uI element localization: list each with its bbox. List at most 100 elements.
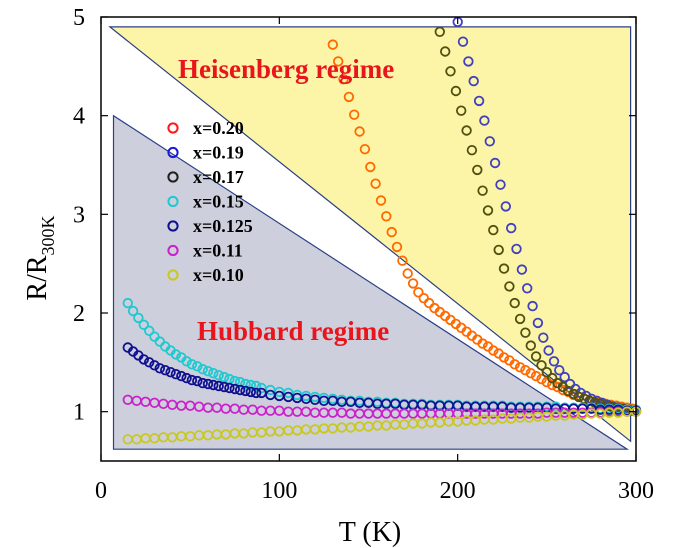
legend-label: x=0.10 [193,265,244,285]
data-point [154,363,166,374]
data-point [536,360,547,371]
data-point [149,360,160,371]
ticks: 0 100 200 300 1 2 3 4 5 [73,5,654,504]
series-layer [122,16,642,445]
data-point [213,380,224,392]
data-point [202,378,214,390]
legend: x=0.20 x=0.19 x=0.17 x=0.15 x=0.125 x=0.11 x=0… [167,118,253,285]
data-point [514,362,526,373]
data-point [536,373,547,385]
data-point [554,365,565,376]
data-point [548,356,560,367]
data-point [463,56,474,67]
data-point [538,332,549,343]
data-point [250,387,262,399]
data-point [208,379,219,391]
data-point [418,293,430,304]
data-point [498,263,510,274]
data-point [488,345,499,356]
data-point [250,380,262,392]
plot-frame [100,16,637,462]
data-point [218,371,230,383]
legend-marker [167,146,179,159]
data-point [176,370,187,382]
region-0 [108,26,632,443]
data-point [224,382,235,394]
y-tick-label: 3 [73,202,85,228]
legend-marker [167,244,179,257]
data-point [208,368,219,379]
data-point [138,319,150,331]
legend-label: x=0.125 [193,216,253,236]
y-tick-label: 1 [73,400,85,426]
data-point [527,300,538,312]
legend-marker [167,195,179,208]
region-labels: Heisenberg regime Hubbard regime [178,54,394,346]
data-point [434,26,446,38]
data-point [365,161,376,173]
legend-label: x=0.11 [193,241,243,261]
data-point [525,340,537,351]
region-1 [112,114,630,450]
y-axis-label-subscript: 300K [38,215,58,255]
data-point [466,144,478,156]
x-axis-label: T (K) [339,517,401,548]
data-point [547,379,558,391]
data-point [165,367,176,378]
data-point [479,115,490,126]
data-point [457,36,469,47]
data-point [500,201,512,212]
data-point [568,388,579,400]
region-label-hubbard: Hubbard regime [197,316,389,346]
data-point [143,325,155,337]
data-point [498,352,510,363]
x-tick-label: 200 [440,478,476,504]
data-point [343,91,355,103]
data-point [218,381,230,393]
data-point [559,371,570,383]
data-point [445,66,456,77]
data-point [552,381,563,393]
data-point [484,136,496,147]
data-point [240,378,251,390]
data-point [213,370,224,381]
y-axis-label: R/R300K [22,215,58,300]
data-point [473,95,485,107]
data-point [509,297,520,309]
y-tick-label: 2 [73,301,85,327]
data-point [338,73,349,85]
data-point [197,364,208,375]
data-point [407,278,419,289]
data-point [370,178,381,189]
data-point [541,367,553,378]
data-point [186,359,198,370]
data-point [511,243,522,255]
data-point [192,361,203,372]
data-point [375,195,387,206]
data-point [573,391,585,403]
data-point [506,222,517,234]
data-point [133,312,144,324]
data-point [493,244,504,256]
data-point [245,379,257,391]
legend-label: x=0.17 [193,167,244,187]
data-point [522,283,533,294]
data-point [349,109,360,120]
data-point [520,365,531,376]
data-point [181,356,192,367]
legend-marker [167,269,179,281]
data-point [397,255,408,266]
legend-marker [167,171,179,183]
data-point [456,105,467,116]
data-point [440,46,451,57]
data-point [413,287,424,298]
data-point [520,327,531,338]
data-point [354,126,365,137]
data-point [359,143,371,155]
data-point [240,385,251,397]
data-point [327,39,339,50]
data-point [170,369,182,380]
data-point [391,241,403,253]
data-point [197,377,208,389]
data-point [138,354,150,365]
